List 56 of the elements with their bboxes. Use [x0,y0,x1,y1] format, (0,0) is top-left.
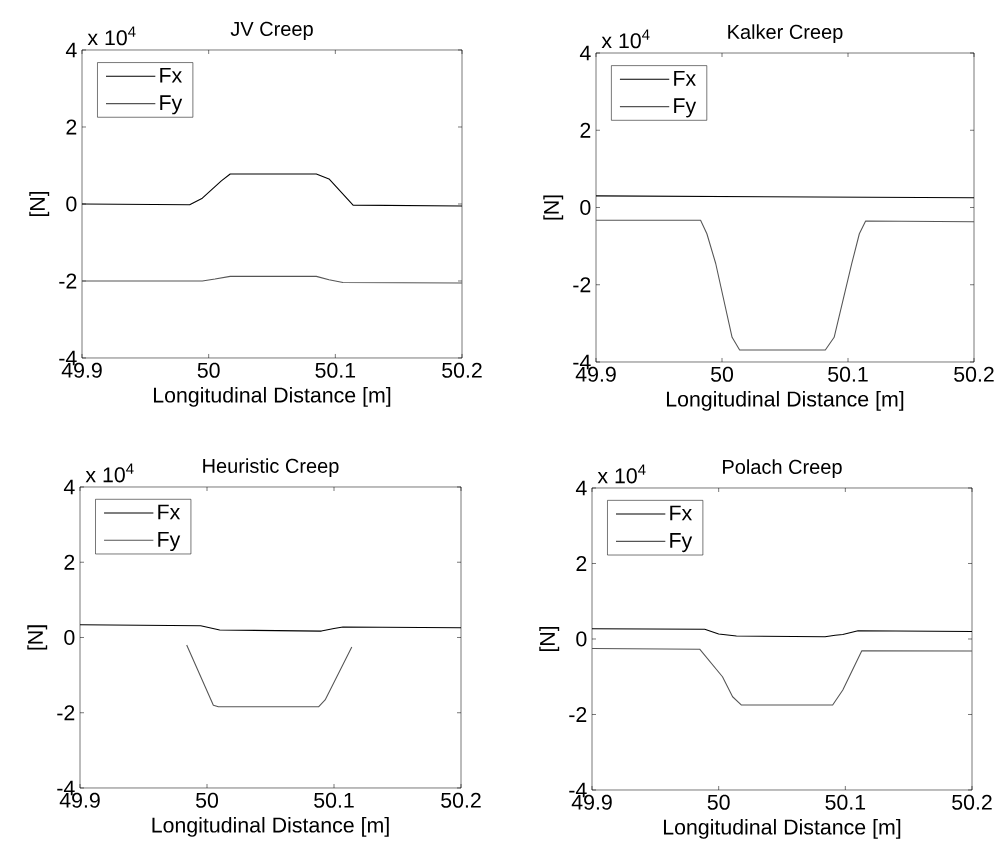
y-tick-label: -2 [59,273,77,289]
text: x 10$^{4}$ [87,26,136,46]
y-tick-label: 4 [575,480,587,496]
y-tick-label: 2 [64,554,75,570]
x-tick-label: 50 [196,792,219,808]
x-tick-label: 50.1 [315,362,356,378]
chart-title: JV Creep [230,21,313,40]
y-axis-title: [N] [29,191,50,217]
x-tick-label: 50.2 [441,792,481,808]
x-tick-label: 50.2 [952,794,992,810]
y-tick-label: 0 [580,199,591,216]
line-series [81,275,463,284]
legend-label: Fy [674,98,697,118]
x-axis-title: Longitudinal Distance [m] [663,818,901,839]
y-tick-label: 0 [66,196,77,212]
y-tick-label: 0 [576,631,587,647]
line-series [186,644,353,708]
text: x 10$^{4}$ [601,29,650,49]
y-tick-label: -2 [573,277,591,293]
legend-label: Fx [160,67,182,83]
y-tick-label: 2 [576,556,587,571]
x-tick-label: 50.1 [828,366,868,382]
x-axis-title: Longitudinal Distance [m] [666,390,904,411]
x-axis-title: Longitudinal Distance [m] [152,816,389,837]
x-tick-label: 50.1 [314,792,354,808]
legend-label: Fx [158,504,181,520]
x-tick-label: 50 [707,794,730,810]
x-tick-label: 50.1 [825,794,866,810]
chart-title: Kalker Creep [728,24,843,43]
text: x 10$^{4}$ [597,464,646,484]
legend-label: Fy [670,533,693,553]
line-series [595,219,975,351]
y-tick-label: 2 [66,119,77,135]
y-tick-label: 2 [580,122,591,138]
line-series [591,647,973,706]
text: x 10$^{4}$ [85,463,134,483]
x-tick-label: 50.2 [442,362,482,378]
legend-label: Fy [160,95,183,115]
x-tick-label: 50.2 [954,366,994,382]
chart-title: Heuristic Creep [203,458,339,477]
x-tick-label: 50 [711,366,734,382]
legend-label: Fx [674,70,696,86]
y-tick-label: -2 [57,705,75,721]
legend-label: Fy [158,531,181,552]
x-axis-title: Longitudinal Distance [m] [153,386,391,407]
y-axis-title: [N] [543,195,564,220]
legend-label: Fx [670,505,692,521]
y-tick-label: 4 [579,45,591,61]
chart-title: Polach Creep [723,459,842,478]
y-axis-title: [N] [27,625,48,650]
y-axis-title: [N] [539,626,560,652]
y-tick-label: 4 [63,479,75,495]
x-tick-label: 50 [197,362,220,378]
y-tick-label: -2 [569,707,587,722]
y-tick-label: 4 [65,42,77,58]
y-tick-label: 0 [64,629,75,646]
